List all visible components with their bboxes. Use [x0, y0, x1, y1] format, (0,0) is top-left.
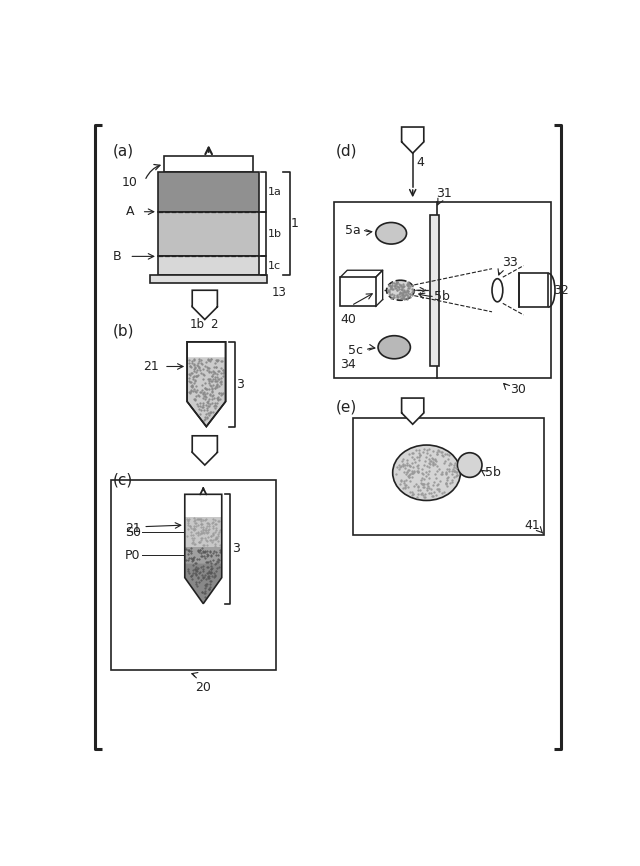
Bar [158, 211, 259, 256]
Text: 41: 41 [525, 519, 541, 532]
Text: (b): (b) [113, 323, 134, 339]
Text: 21: 21 [143, 360, 159, 373]
Bar [185, 494, 221, 564]
Ellipse shape [378, 336, 410, 359]
Text: 4: 4 [417, 156, 424, 169]
Text: 34: 34 [340, 358, 356, 371]
Polygon shape [187, 358, 225, 427]
Text: 3: 3 [232, 542, 239, 555]
Text: 1c: 1c [268, 261, 281, 270]
Bar [158, 256, 259, 275]
Bar [429, 215, 439, 365]
Bar [185, 517, 221, 546]
Text: 1b: 1b [268, 229, 282, 239]
Polygon shape [401, 127, 424, 153]
Text: 33: 33 [502, 255, 518, 268]
Text: (c): (c) [113, 473, 132, 488]
Polygon shape [185, 564, 221, 604]
Text: 1b: 1b [189, 318, 205, 331]
Ellipse shape [387, 281, 414, 301]
Bar [185, 546, 221, 564]
Text: 5a: 5a [344, 223, 360, 236]
Bar [150, 275, 267, 282]
Text: 30: 30 [509, 383, 525, 396]
Text: 3: 3 [236, 378, 244, 391]
Text: B: B [113, 250, 122, 263]
Ellipse shape [393, 445, 460, 501]
Text: (e): (e) [336, 399, 357, 415]
Text: 40: 40 [340, 313, 356, 326]
Text: A: A [125, 205, 134, 218]
Text: 5b: 5b [485, 466, 501, 479]
Text: P0: P0 [125, 549, 140, 562]
Text: (a): (a) [113, 144, 134, 159]
Text: 10: 10 [122, 177, 138, 190]
Text: 5c: 5c [348, 344, 364, 357]
Text: 2: 2 [211, 318, 218, 331]
Ellipse shape [376, 223, 406, 244]
Text: S0: S0 [125, 526, 141, 539]
Text: 1: 1 [291, 216, 299, 229]
Bar [519, 274, 548, 307]
Bar [158, 171, 259, 211]
Bar [334, 203, 551, 378]
Text: 1a: 1a [268, 187, 282, 197]
Polygon shape [401, 398, 424, 424]
Polygon shape [192, 436, 218, 465]
Bar [187, 342, 225, 388]
Text: 21: 21 [125, 522, 140, 535]
Bar [164, 156, 253, 171]
Text: 31: 31 [436, 187, 452, 200]
Bar [187, 342, 225, 388]
Text: 5b: 5b [435, 290, 450, 303]
Bar [353, 418, 543, 535]
Bar [185, 494, 221, 517]
Text: (d): (d) [336, 144, 357, 159]
Text: 32: 32 [553, 284, 568, 297]
Bar [111, 481, 276, 670]
Text: 20: 20 [196, 681, 211, 694]
Polygon shape [192, 290, 218, 320]
Ellipse shape [492, 279, 503, 302]
Text: 13: 13 [272, 286, 287, 299]
Circle shape [458, 453, 482, 477]
Bar [340, 277, 376, 307]
